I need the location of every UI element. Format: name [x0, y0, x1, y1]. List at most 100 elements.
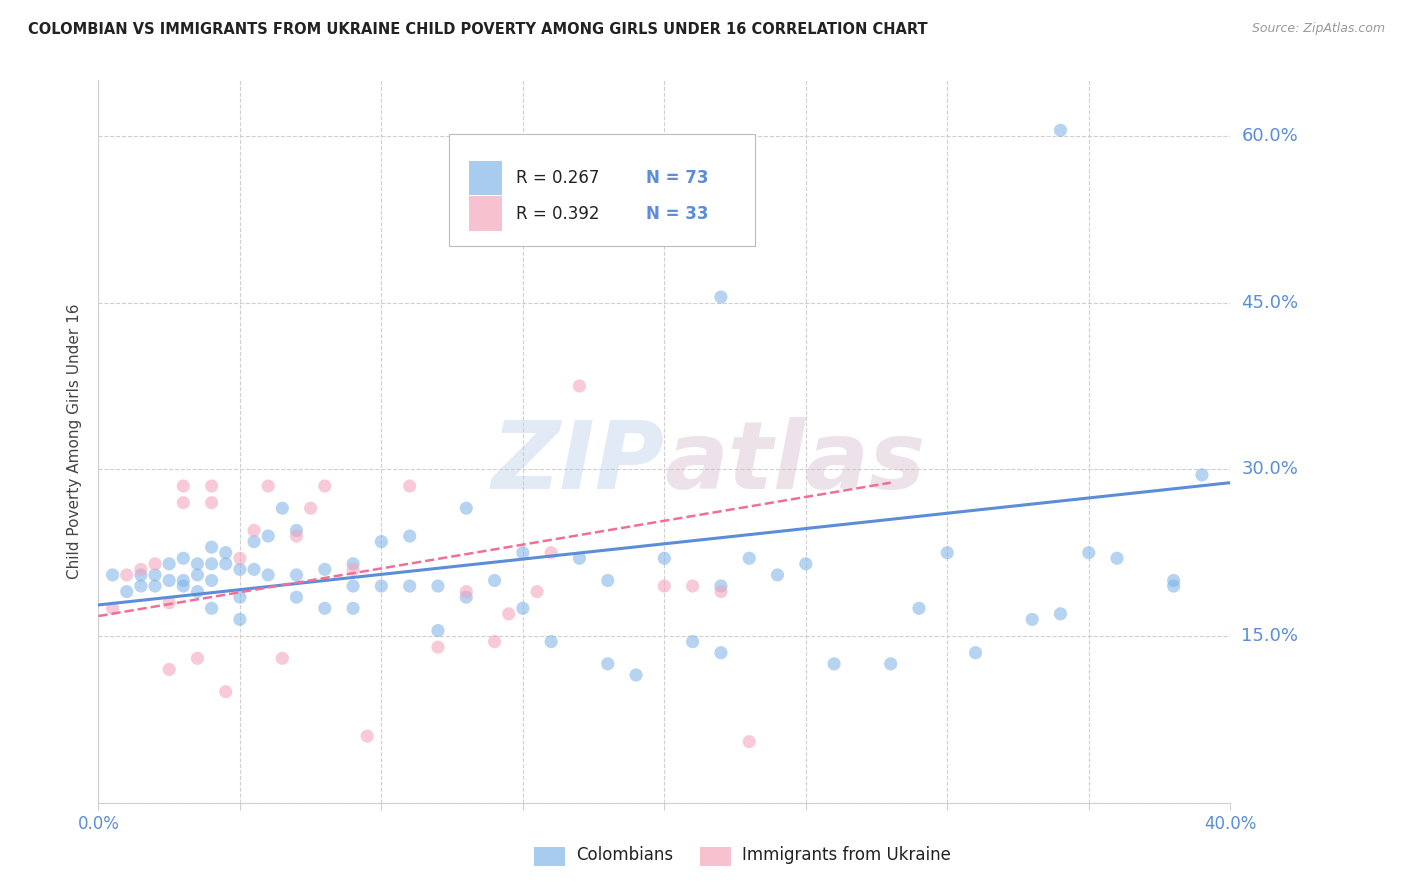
Point: [201, 540, 224, 554]
Point: [129, 568, 152, 582]
Text: Colombians: Colombians: [576, 846, 673, 863]
Point: [157, 574, 180, 588]
Point: [682, 579, 704, 593]
Y-axis label: Child Poverty Among Girls Under 16: Child Poverty Among Girls Under 16: [67, 304, 83, 579]
Point: [456, 584, 478, 599]
FancyBboxPatch shape: [450, 135, 755, 246]
Text: N = 73: N = 73: [647, 169, 709, 187]
Point: [143, 557, 166, 571]
Point: [1191, 467, 1213, 482]
Point: [456, 590, 478, 604]
Text: Source: ZipAtlas.com: Source: ZipAtlas.com: [1251, 22, 1385, 36]
Point: [201, 601, 224, 615]
Point: [243, 562, 266, 576]
Point: [285, 590, 308, 604]
Point: [201, 479, 224, 493]
Point: [1021, 612, 1043, 626]
Point: [624, 668, 647, 682]
Point: [710, 579, 733, 593]
Point: [652, 579, 676, 593]
Point: [823, 657, 845, 671]
Point: [568, 551, 591, 566]
Point: [243, 524, 266, 538]
Point: [766, 568, 789, 582]
Point: [370, 534, 392, 549]
Text: R = 0.267: R = 0.267: [516, 169, 599, 187]
Point: [427, 579, 450, 593]
Point: [1049, 607, 1071, 621]
Point: [314, 601, 336, 615]
Point: [398, 579, 420, 593]
Point: [512, 546, 534, 560]
Point: [908, 601, 931, 615]
Point: [201, 496, 224, 510]
Text: N = 33: N = 33: [647, 204, 709, 222]
Point: [512, 601, 534, 615]
Point: [652, 551, 676, 566]
Point: [427, 624, 450, 638]
Text: R = 0.392: R = 0.392: [516, 204, 599, 222]
Point: [229, 590, 252, 604]
Point: [285, 568, 308, 582]
Point: [143, 579, 166, 593]
Point: [172, 579, 194, 593]
Point: [1107, 551, 1129, 566]
Text: 15.0%: 15.0%: [1241, 627, 1298, 645]
Point: [115, 568, 138, 582]
Text: 60.0%: 60.0%: [1241, 127, 1298, 145]
Point: [596, 574, 619, 588]
Point: [1163, 574, 1185, 588]
Point: [738, 734, 761, 748]
Point: [172, 496, 194, 510]
Point: [186, 557, 208, 571]
Point: [427, 640, 450, 655]
Point: [143, 568, 166, 582]
Text: ZIP: ZIP: [492, 417, 665, 509]
Point: [1049, 123, 1071, 137]
Point: [540, 634, 562, 648]
Point: [257, 568, 280, 582]
Point: [215, 684, 238, 698]
Point: [484, 574, 506, 588]
Text: 45.0%: 45.0%: [1241, 293, 1299, 311]
Point: [342, 579, 364, 593]
Point: [342, 562, 364, 576]
Point: [568, 379, 591, 393]
Text: 30.0%: 30.0%: [1241, 460, 1298, 478]
Point: [1163, 579, 1185, 593]
Point: [526, 584, 548, 599]
Point: [794, 557, 817, 571]
Point: [101, 601, 124, 615]
Point: [186, 651, 208, 665]
Point: [710, 584, 733, 599]
Point: [257, 529, 280, 543]
Point: [229, 551, 252, 566]
Text: COLOMBIAN VS IMMIGRANTS FROM UKRAINE CHILD POVERTY AMONG GIRLS UNDER 16 CORRELAT: COLOMBIAN VS IMMIGRANTS FROM UKRAINE CHI…: [28, 22, 928, 37]
Point: [596, 657, 619, 671]
Point: [285, 529, 308, 543]
Point: [682, 634, 704, 648]
Point: [172, 479, 194, 493]
Point: [129, 562, 152, 576]
Text: atlas: atlas: [665, 417, 925, 509]
Point: [965, 646, 987, 660]
Point: [243, 534, 266, 549]
Point: [1077, 546, 1099, 560]
Point: [215, 546, 238, 560]
Point: [936, 546, 959, 560]
Bar: [468, 161, 502, 195]
Point: [398, 529, 420, 543]
Point: [540, 546, 562, 560]
Point: [186, 584, 208, 599]
Point: [314, 562, 336, 576]
Point: [484, 634, 506, 648]
Point: [710, 646, 733, 660]
Point: [201, 557, 224, 571]
Point: [498, 607, 520, 621]
Point: [285, 524, 308, 538]
Point: [215, 557, 238, 571]
Point: [299, 501, 322, 516]
Point: [356, 729, 378, 743]
Point: [314, 479, 336, 493]
Point: [157, 557, 180, 571]
